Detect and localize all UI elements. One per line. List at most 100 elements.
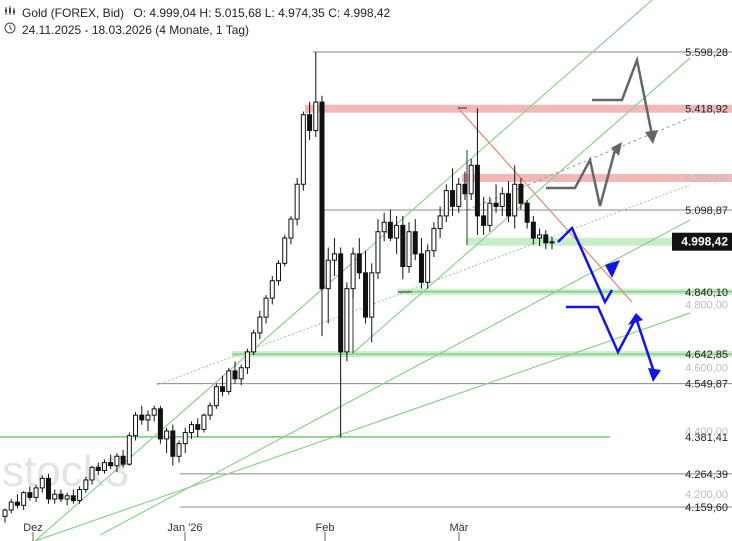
candle-up — [512, 183, 518, 217]
projection-arrows — [546, 55, 661, 382]
bull-arrowhead-up — [611, 142, 622, 156]
candle-down — [400, 224, 406, 268]
x-tick-label: Dez — [23, 522, 43, 534]
candle-up — [213, 386, 219, 407]
candle-down — [474, 164, 480, 217]
candle-up — [381, 221, 387, 233]
price-label: 5.418,92 — [685, 104, 728, 116]
candle-up — [133, 414, 139, 437]
instrument-name: Gold (FOREX, Bid) — [22, 6, 125, 20]
price-label: 4.200,00 — [685, 489, 728, 501]
candles — [2, 52, 555, 523]
candle-up — [350, 253, 356, 290]
ohlc-values: O: 4.999,04 H: 5.015,68 L: 4.974,35 C: 4… — [133, 6, 391, 20]
trendlines — [34, 0, 691, 541]
candle-up — [188, 424, 194, 434]
current-band — [467, 237, 732, 246]
current-price-label: 4.998,42 — [681, 235, 728, 249]
candle-down — [95, 466, 101, 472]
candle-up — [151, 408, 157, 416]
x-tick-label: Jan '26 — [167, 522, 202, 534]
candle-down — [543, 234, 549, 244]
candle-up — [114, 455, 120, 467]
candle-down — [319, 101, 325, 290]
candle-up — [226, 370, 232, 392]
candle-down — [524, 202, 530, 223]
candle-down — [307, 114, 313, 132]
candle-up — [468, 164, 474, 195]
trendline-feb-low — [352, 57, 691, 354]
candle-up — [537, 234, 543, 239]
candle-up — [443, 190, 449, 217]
candle-down — [157, 408, 163, 440]
candle-up — [263, 297, 269, 318]
candle-down — [70, 495, 76, 502]
candle-up — [499, 193, 505, 207]
candle-up — [487, 202, 493, 226]
candle-up — [145, 414, 151, 421]
trendline-dotted-green — [156, 184, 691, 386]
bear-arrowhead-up — [605, 260, 620, 278]
candle-up — [52, 493, 58, 500]
trendline-dashed-gray — [466, 117, 691, 211]
candle-up — [101, 462, 107, 472]
candle-up — [549, 241, 555, 244]
candle-down — [450, 190, 456, 207]
trendline-steep — [34, 0, 653, 541]
x-tick-label: Mär — [450, 522, 469, 534]
price-label: 5.098,87 — [685, 205, 728, 217]
candle-up — [394, 224, 400, 239]
candle-down — [195, 424, 201, 430]
candle-up — [425, 250, 431, 283]
candle-down — [412, 231, 418, 255]
candle-up — [276, 262, 281, 282]
candle-up — [325, 259, 331, 290]
candle-down — [220, 386, 226, 392]
candle-up — [83, 479, 89, 490]
chart-header-title: Gold (FOREX, Bid) O: 4.999,04 H: 5.015,6… — [4, 5, 390, 20]
bull-arrowhead-down — [645, 130, 658, 144]
candle-down — [387, 221, 393, 239]
candle-down — [481, 215, 487, 226]
price-label: 4.642,85 — [685, 349, 728, 361]
price-label: 4.400,00 — [685, 426, 728, 438]
price-label: 4.381,41 — [685, 432, 728, 444]
candle-up — [2, 509, 8, 517]
candle-up — [182, 432, 188, 445]
candle-up — [294, 183, 300, 220]
candle-down — [232, 370, 238, 380]
candle-up — [431, 228, 437, 252]
candle-up — [406, 231, 412, 268]
candle-up — [257, 316, 263, 334]
candlestick-icon — [4, 5, 18, 20]
candle-up — [33, 487, 39, 498]
current-price-tag — [672, 232, 732, 251]
candle-up — [269, 280, 275, 299]
candle-down — [108, 462, 114, 467]
candle-up — [207, 405, 213, 416]
candle-up — [375, 231, 381, 274]
candle-up — [437, 215, 443, 230]
trendline-lower — [34, 312, 691, 541]
price-label: 4.159,60 — [685, 502, 728, 514]
bear-projection-path-2 — [566, 305, 657, 376]
x-tick-label: Feb — [316, 522, 335, 534]
candle-down — [418, 253, 424, 283]
candle-down — [518, 183, 524, 204]
candle-down — [462, 183, 468, 195]
candle-up — [369, 272, 375, 318]
candle-up — [331, 253, 337, 261]
candle-down — [356, 253, 362, 274]
candle-down — [46, 477, 52, 500]
price-label: 4.549,87 — [685, 379, 728, 391]
candle-down — [14, 501, 20, 506]
bear-arrowhead-down — [648, 368, 661, 382]
resistance-band — [305, 104, 732, 113]
candle-up — [300, 114, 306, 185]
chart-header-range: 24.11.2025 - 18.03.2026 (4 Monate, 1 Tag… — [4, 22, 249, 37]
candle-up — [64, 495, 70, 500]
candle-up — [288, 218, 294, 239]
candle-up — [21, 492, 27, 506]
downtrend-line — [457, 107, 633, 303]
